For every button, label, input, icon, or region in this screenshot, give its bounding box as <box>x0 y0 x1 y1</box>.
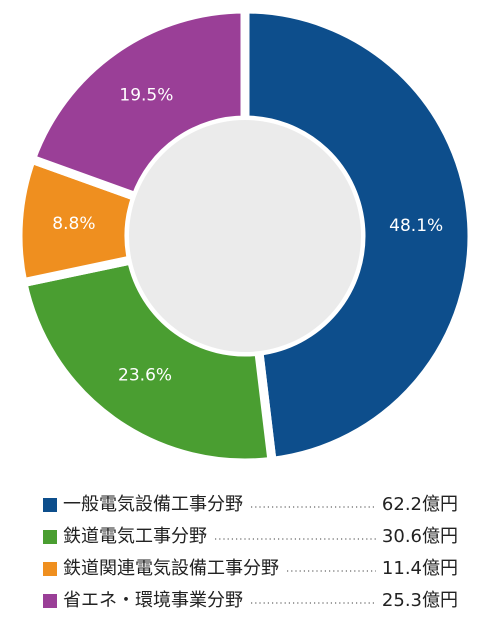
legend-amount: 25.3億円 <box>382 590 458 611</box>
legend-swatch <box>43 594 57 608</box>
legend-amount: 30.6億円 <box>382 526 458 547</box>
slice-label: 48.1% <box>389 216 443 236</box>
legend-swatch <box>43 498 57 512</box>
legend-amount: 11.4億円 <box>382 558 458 579</box>
legend-label: 鉄道関連電気設備工事分野 <box>63 558 279 579</box>
legend-label: 鉄道電気工事分野 <box>63 526 207 547</box>
legend-swatch <box>43 530 57 544</box>
donut-hole <box>129 120 361 352</box>
legend-swatch <box>43 562 57 576</box>
slice-label: 23.6% <box>118 365 172 385</box>
slice-label: 8.8% <box>52 214 95 234</box>
legend-amount: 62.2億円 <box>382 494 458 515</box>
legend-label: 省エネ・環境事業分野 <box>63 590 243 611</box>
legend-label: 一般電気設備工事分野 <box>63 494 243 515</box>
slice-label: 19.5% <box>119 86 173 106</box>
